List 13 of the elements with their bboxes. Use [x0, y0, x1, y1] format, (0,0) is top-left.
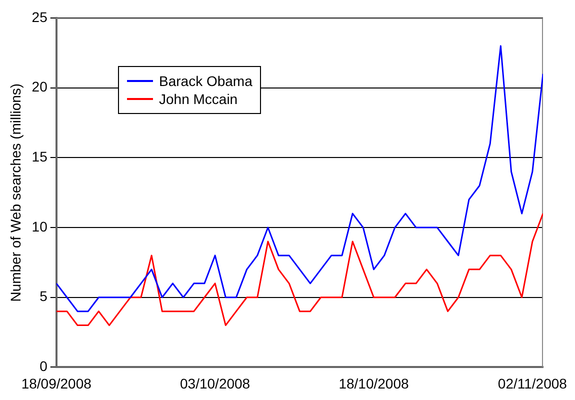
y-tick-label: 15 — [32, 148, 48, 165]
legend-label: John Mccain — [159, 91, 238, 107]
y-tick-label: 25 — [32, 8, 48, 25]
y-tick-label: 10 — [32, 218, 48, 234]
y-axis-title: Number of Web searches (millions) — [7, 83, 24, 302]
legend-label: Barack Obama — [159, 73, 252, 89]
x-tick-label: 18/09/2008 — [21, 375, 92, 392]
y-tick-label: 0 — [40, 358, 48, 374]
y-tick-label: 5 — [40, 288, 48, 304]
x-tick-label: 02/11/2008 — [498, 375, 568, 392]
x-tick-label: 03/10/2008 — [180, 375, 250, 392]
y-tick-label: 20 — [32, 78, 48, 95]
x-tick-label: 18/10/2008 — [338, 375, 409, 392]
